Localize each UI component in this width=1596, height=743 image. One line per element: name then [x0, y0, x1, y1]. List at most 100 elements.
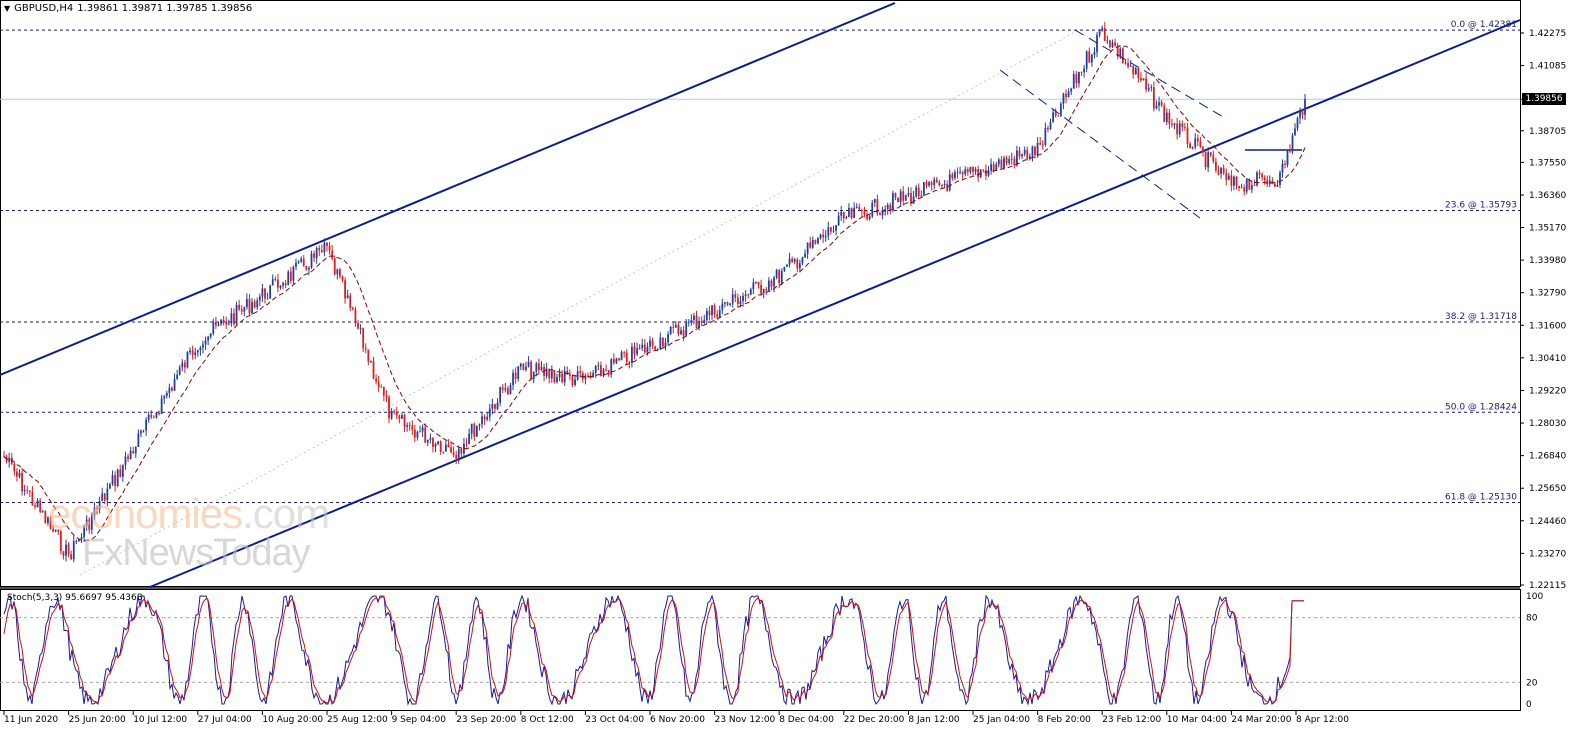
- price-axis-label: 1.35170: [1529, 224, 1566, 234]
- candle-body: [685, 321, 688, 336]
- candle-body: [1158, 102, 1160, 106]
- candle-body: [300, 258, 303, 262]
- fib-level-label: 61.8 @ 1.25130: [1445, 492, 1517, 502]
- candle-body: [442, 451, 445, 453]
- candle-body: [832, 230, 835, 232]
- candle-body: [269, 285, 272, 299]
- candle-body: [1268, 180, 1271, 185]
- candle-body: [579, 371, 582, 374]
- candle-body: [78, 539, 80, 542]
- candle-body: [788, 258, 791, 265]
- candle-body: [770, 280, 773, 287]
- candle-body: [1021, 154, 1023, 157]
- candle-body: [165, 392, 168, 397]
- candle-body: [1178, 123, 1181, 135]
- candle-body: [873, 199, 876, 203]
- candle-body: [703, 319, 706, 323]
- candle-body: [923, 182, 925, 196]
- candle-body: [496, 402, 499, 409]
- candle-body: [987, 170, 990, 176]
- candle-body: [1005, 157, 1008, 164]
- candle-body: [31, 492, 34, 506]
- candle-body: [682, 330, 685, 336]
- candle-body: [271, 279, 274, 286]
- candle-body: [1245, 179, 1248, 192]
- candle-body: [778, 269, 781, 283]
- candle-body: [933, 179, 936, 186]
- candle-body: [995, 164, 998, 171]
- candle-body: [398, 415, 401, 419]
- candle-body: [328, 246, 331, 251]
- candle-body: [357, 322, 359, 329]
- time-axis-label: 23 Sep 20:00: [456, 715, 516, 725]
- candle-body: [1067, 91, 1070, 98]
- watermark-economies: economies.com: [48, 490, 330, 537]
- candle-body: [827, 227, 830, 236]
- candle-body: [1281, 163, 1284, 173]
- candle-body: [230, 313, 233, 324]
- candle-body: [897, 197, 899, 203]
- candle-body: [488, 408, 491, 417]
- candle-body: [568, 374, 571, 376]
- candle-body: [690, 319, 693, 322]
- candle-body: [1142, 78, 1145, 81]
- candle-body: [1047, 127, 1049, 130]
- candle-body: [336, 269, 339, 275]
- candle-body: [612, 359, 615, 364]
- candle-body: [597, 365, 600, 367]
- candle-body: [1111, 42, 1114, 48]
- candle-body: [517, 366, 520, 379]
- candle-body: [817, 238, 819, 244]
- candle-body: [1140, 77, 1142, 81]
- candle-body: [1114, 42, 1117, 46]
- candle-body: [574, 379, 576, 385]
- candle-body: [809, 242, 812, 248]
- candle-body: [44, 511, 47, 523]
- candle-body: [266, 298, 269, 300]
- candle-body: [1243, 187, 1246, 192]
- candle-body: [36, 500, 39, 507]
- candle-body: [424, 427, 427, 443]
- candle-body: [571, 375, 574, 385]
- candle-body: [607, 369, 610, 375]
- ohlc-values: 1.39861 1.39871 1.39785 1.39856: [77, 3, 253, 14]
- candle-body: [196, 350, 199, 353]
- candle-body: [457, 448, 460, 459]
- candle-body: [1207, 152, 1210, 168]
- candle-body: [1238, 185, 1240, 189]
- candle-body: [150, 414, 153, 418]
- triangle-down-icon[interactable]: ▼: [4, 4, 11, 13]
- candle-body: [525, 366, 527, 371]
- candle-body: [59, 531, 62, 552]
- moving-average-line: [3, 44, 1306, 542]
- candle-body: [514, 372, 517, 379]
- candle-body: [752, 282, 755, 290]
- candle-body: [1171, 123, 1173, 126]
- candle-body: [305, 266, 308, 270]
- candle-body: [411, 425, 414, 430]
- candle-body: [1054, 112, 1057, 116]
- candle-body: [930, 182, 933, 186]
- fib-diagonal: [79, 31, 1076, 576]
- candle-body: [532, 371, 535, 380]
- candle-body: [550, 370, 553, 379]
- candle-body: [889, 204, 892, 211]
- candle-body: [1202, 147, 1204, 152]
- candle-body: [18, 472, 21, 477]
- candle-body: [28, 490, 31, 493]
- candle-body: [1072, 74, 1075, 89]
- candle-body: [1065, 93, 1067, 98]
- price-axis-label: 1.33980: [1529, 256, 1566, 266]
- candle-body: [194, 352, 197, 356]
- candle-body: [1088, 51, 1091, 63]
- candle-body: [372, 361, 375, 379]
- candle-body: [429, 438, 432, 440]
- candle-body: [72, 541, 75, 560]
- candle-body: [798, 263, 801, 269]
- candle-body: [173, 379, 176, 391]
- candle-body: [649, 340, 651, 347]
- candle-body: [773, 277, 775, 287]
- candle-body: [935, 179, 938, 182]
